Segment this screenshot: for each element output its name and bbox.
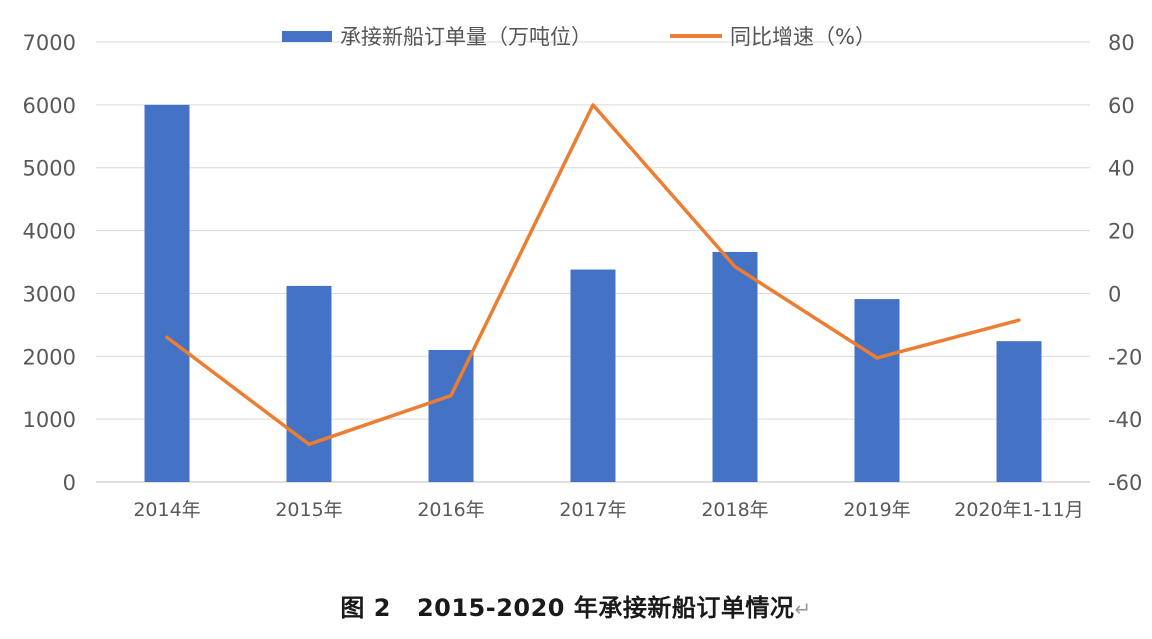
x-tick-label: 2014年 [133,499,200,521]
left-tick-label: 0 [63,471,76,495]
x-axis: 2014年 2015年 2016年 2017年 2018年 2019年 2020年1-11月 [133,499,1083,521]
right-tick-label: 20 [1108,220,1135,244]
x-tick-label: 2016年 [417,499,484,521]
line-series [165,103,1021,447]
return-mark: ↵ [794,597,812,621]
right-tick-label: -60 [1108,471,1142,495]
combo-chart: 0 1000 2000 3000 4000 5000 6000 7000 -60 -40 -20 0… [23,25,1143,521]
left-tick-label: 4000 [23,220,76,244]
left-tick-label: 1000 [23,408,76,432]
left-tick-label: 3000 [23,282,76,306]
bar [144,104,190,482]
bar [428,350,474,482]
bar [996,341,1042,482]
caption-prefix: 图 2 [340,594,391,622]
x-tick-label: 2015年 [275,499,342,521]
right-tick-label: 40 [1108,157,1135,181]
chart-container: 0 1000 2000 3000 4000 5000 6000 7000 -60 -40 -20 0… [23,25,1143,521]
x-tick-label: 2020年1-11月 [954,499,1083,521]
bar-series [144,104,1042,482]
x-tick-label: 2017年 [559,499,626,521]
legend-bar-swatch [282,31,332,42]
bar [570,269,616,482]
bar [854,299,900,482]
left-tick-label: 6000 [23,94,76,118]
legend: 承接新船订单量（万吨位） 同比增速（%） [282,25,876,49]
right-axis: -60 -40 -20 0 20 40 60 80 [1108,31,1142,495]
right-tick-label: 80 [1108,31,1135,55]
left-tick-label: 2000 [23,345,76,369]
left-tick-label: 7000 [23,31,76,55]
x-tick-label: 2019年 [843,499,910,521]
right-tick-label: -20 [1108,345,1142,369]
legend-line-label: 同比增速（%） [730,25,876,49]
legend-bar-label: 承接新船订单量（万吨位） [340,25,592,49]
left-axis: 0 1000 2000 3000 4000 5000 6000 7000 [23,31,76,495]
bar [286,285,332,482]
right-tick-label: 60 [1108,94,1135,118]
figure-caption: 图 2 2015-2020 年承接新船订单情况↵ [0,588,1152,623]
right-tick-label: 0 [1108,282,1121,306]
left-tick-label: 5000 [23,157,76,181]
right-tick-label: -40 [1108,408,1142,432]
caption-title: 2015-2020 年承接新船订单情况 [416,594,795,622]
x-tick-label: 2018年 [701,499,768,521]
bar [712,251,758,482]
